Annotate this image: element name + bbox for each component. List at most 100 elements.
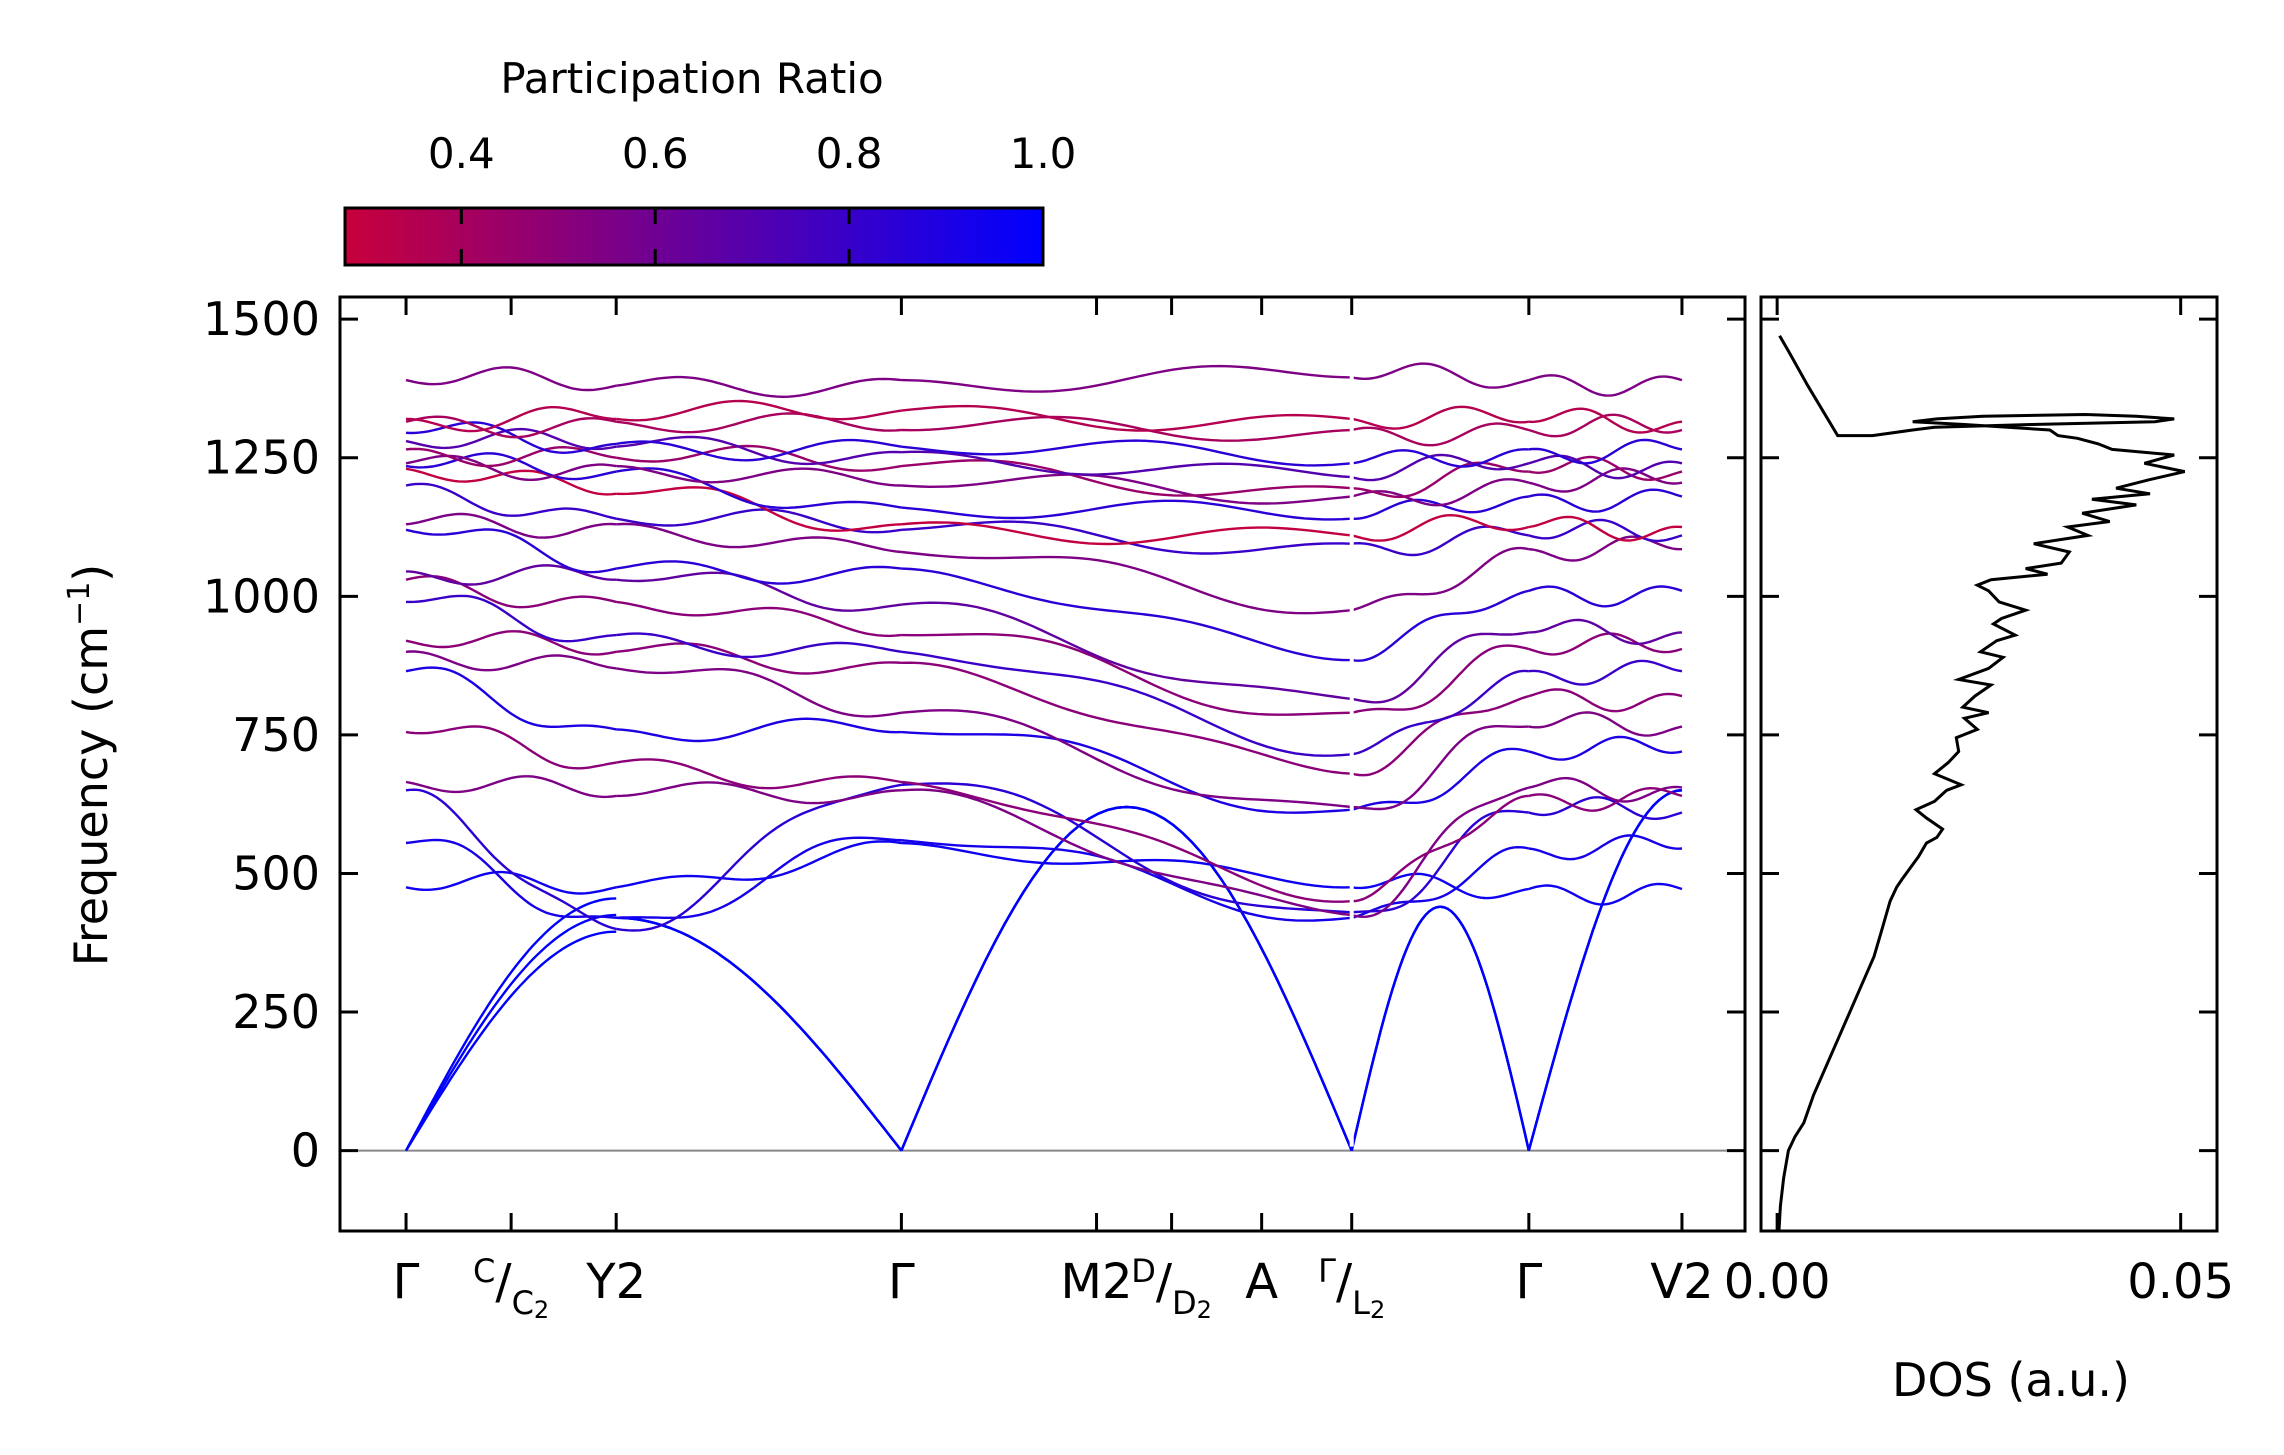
phonon-band-segment — [901, 601, 1352, 701]
phonon-band-segment — [1528, 796, 1683, 820]
phonon-band-segment — [616, 781, 902, 805]
band-y-tick-label: 500 — [232, 846, 320, 900]
path-discontinuity — [1349, 299, 1354, 1147]
tick-label-sup: D — [1131, 1252, 1156, 1290]
tick-label-main: Γ — [1515, 1254, 1542, 1310]
phonon-band-segment — [901, 439, 1352, 467]
band-x-tick-label: Γ — [1515, 1254, 1542, 1310]
phonon-band-segment — [901, 661, 1352, 775]
phonon-band-segment — [1528, 467, 1683, 493]
phonon-band-segment — [1351, 405, 1529, 430]
phonon-band-segment — [1351, 845, 1530, 919]
phonon-band-segment — [1528, 585, 1683, 608]
tick-label-sub: 2 — [616, 1254, 647, 1310]
band-y-tick-label: 250 — [232, 985, 320, 1039]
phonon-band-segment — [1351, 644, 1530, 714]
colorbar-label: Participation Ratio — [500, 54, 883, 103]
phonon-band-segment — [616, 632, 902, 659]
tick-label-main: Γ — [393, 1254, 420, 1310]
phonon-band-segment — [1351, 747, 1530, 811]
dos-panel: 0.00 0.05 DOS (a.u.) — [1724, 295, 2234, 1407]
phonon-band-segment — [1351, 631, 1529, 704]
dos-axis-label: DOS (a.u.) — [1892, 1353, 2130, 1407]
tick-label-sub: 2 — [1683, 1254, 1714, 1310]
phonon-band-segment — [615, 758, 902, 790]
phonon-band-segment — [616, 464, 902, 487]
phonon-band-segment — [901, 473, 1352, 505]
phonon-band-segment — [405, 427, 617, 451]
tick-label-main: Y — [585, 1254, 616, 1310]
phonon-band-segment — [901, 364, 1352, 393]
band-x-tick-label: D/D2 — [1131, 1252, 1212, 1324]
phonon-band-segment — [1351, 478, 1530, 507]
phonon-band-segment — [901, 450, 1352, 479]
tick-label-main: M — [1061, 1254, 1102, 1310]
tick-label-sup: Γ — [1318, 1252, 1336, 1290]
phonon-band-segment — [901, 841, 1352, 889]
band-x-tick-label: C/C2 — [473, 1252, 549, 1324]
band-x-tick-label: M2 — [1061, 1254, 1133, 1310]
tick-label-sub: 2 — [1102, 1254, 1133, 1310]
tick-label-main: V — [1650, 1254, 1683, 1310]
phonon-band-segment — [405, 454, 617, 481]
phonon-band-segment — [405, 575, 617, 609]
phonon-band-segment — [1351, 362, 1530, 389]
phonon-band-segment — [616, 522, 902, 554]
phonon-band-segment — [405, 725, 617, 770]
band-y-tick-label: 1000 — [203, 569, 320, 623]
phonon-band-segment — [405, 415, 617, 439]
phonon-band-segment — [405, 870, 617, 895]
phonon-band-segment — [1528, 454, 1683, 480]
phonon-band-segment — [1350, 905, 1530, 1151]
tick-label-main: A — [1245, 1254, 1278, 1310]
tick-label-sub: 2 — [534, 1296, 549, 1324]
phonon-band-segment — [616, 783, 902, 932]
phonon-band-segment — [616, 412, 902, 434]
phonon-band-segment — [901, 521, 1352, 546]
phonon-band-segment — [1351, 669, 1529, 756]
phonon-band-segment — [1351, 453, 1530, 482]
phonon-band-segment — [1528, 834, 1683, 861]
phonon-band-segment — [901, 782, 1352, 914]
phonon-band-segment — [405, 366, 617, 392]
phonon-band-segment — [901, 499, 1352, 521]
phonon-band-segment — [1528, 659, 1683, 686]
phonon-band-segment — [405, 838, 617, 919]
band-axes-frame — [338, 295, 1747, 1233]
phonon-band-segment — [1528, 488, 1683, 513]
colorbar-tick-labels: 0.4 0.6 0.8 1.0 — [428, 129, 1076, 178]
tick-label-slash: / — [1336, 1254, 1353, 1310]
phonon-band-segment — [616, 600, 902, 638]
phonon-band-segment — [405, 512, 617, 539]
phonon-band-segment — [616, 560, 902, 585]
phonon-band-segment — [616, 571, 902, 612]
phonon-band-segment — [615, 840, 902, 889]
phonon-band-segment — [404, 930, 617, 1152]
tick-label-slash: / — [1156, 1254, 1173, 1310]
colorbar: Participation Ratio 0.4 0.6 0.8 1.0 — [343, 54, 1076, 267]
phonon-band-segment — [616, 916, 903, 1152]
phonon-band-segment — [616, 438, 902, 462]
phonon-band-segment — [901, 415, 1352, 442]
phonon-band-segment — [1350, 905, 1530, 1151]
phonon-band-segment — [1528, 618, 1683, 646]
phonon-band-segment — [404, 913, 617, 1152]
phonon-band-segment — [1351, 513, 1530, 542]
dos-curve — [1777, 335, 2186, 1231]
phonon-band-segment — [1351, 589, 1530, 662]
band-x-tick-label: A — [1245, 1254, 1278, 1310]
dos-y-ticks — [1761, 317, 2217, 1153]
phonon-band-segment — [404, 897, 617, 1152]
phonon-band-segment — [405, 564, 617, 586]
band-y-tick-label: 1250 — [203, 431, 320, 485]
band-x-tick-label: Γ/L2 — [1318, 1252, 1385, 1324]
phonon-band-segment — [900, 805, 1353, 1152]
phonon-band-segment — [616, 717, 902, 743]
band-x-tick-label: Y2 — [585, 1254, 646, 1310]
phonon-band-segment — [615, 444, 902, 472]
phonon-band-segment — [405, 788, 617, 931]
phonon-band-segment — [901, 633, 1352, 716]
phonon-band-segment — [1528, 535, 1682, 562]
band-y-tick-label: 750 — [232, 708, 320, 762]
colorbar-ticks — [459, 208, 851, 265]
